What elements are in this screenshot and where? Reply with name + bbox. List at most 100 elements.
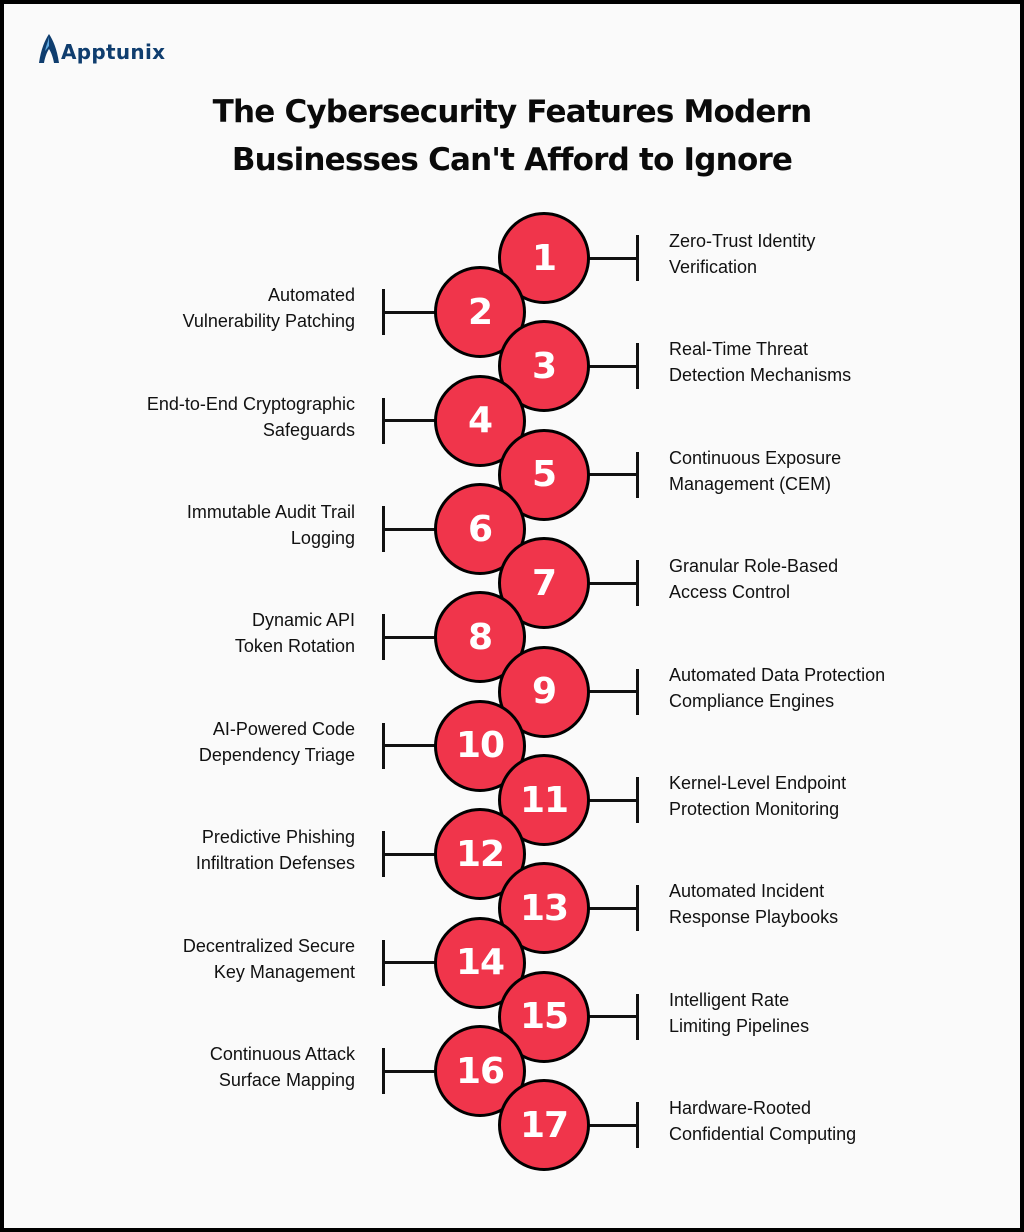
feature-label-line-2: Detection Mechanisms (669, 365, 852, 386)
feature-label-line-1: End-to-End Cryptographic (146, 393, 355, 414)
connector-tick (382, 722, 385, 769)
feature-number: 13 (519, 887, 569, 929)
feature-number: 7 (531, 562, 557, 604)
feature-label-line-1: Immutable Audit Trail (186, 502, 355, 522)
feature-label-line-2: Compliance Engines (669, 690, 835, 711)
feature-number-badge: 7 (498, 537, 590, 630)
feature-label-line-2: Token Rotation (234, 636, 355, 657)
connector-line (384, 1069, 437, 1073)
feature-label-line-2: Response Playbooks (669, 907, 839, 928)
connector-tick (636, 235, 639, 281)
feature-number: 8 (467, 616, 493, 658)
connector-tick (382, 1048, 385, 1094)
feature-number: 17 (519, 1104, 569, 1146)
connector-line (384, 961, 437, 965)
feature-number-badge: 16 (434, 1025, 526, 1117)
feature-number-badge: 10 (434, 699, 526, 792)
connector-tick (636, 885, 639, 932)
connector-line (587, 798, 636, 802)
feature-number: 3 (531, 345, 557, 387)
connector-line (384, 419, 437, 423)
feature-number: 5 (531, 454, 557, 496)
feature-label-line-1: Predictive Phishing (201, 827, 355, 848)
feature-label: Intelligent Rate Limiting Pipelines (669, 987, 809, 1039)
feature-number: 6 (467, 508, 493, 550)
feature-label-line-1: Automated (267, 285, 355, 306)
feature-number: 1 (531, 237, 557, 279)
brand-name: Apptunix (61, 40, 166, 64)
connector-line (384, 310, 437, 314)
feature-label: Immutable Audit Trail Logging (187, 499, 355, 551)
connector-tick (636, 777, 639, 823)
feature-number: 4 (467, 400, 493, 442)
feature-label: End-to-End Cryptographic Safeguards (147, 391, 355, 443)
feature-label-line-2: Management (CEM) (669, 473, 832, 494)
connector-line (384, 744, 437, 748)
feature-label-line-1: Zero-Trust Identity (669, 231, 816, 251)
feature-label-line-1: Automated Data Protection (669, 664, 886, 685)
feature-number: 9 (531, 671, 557, 713)
connector-line (587, 364, 636, 368)
feature-label-line-2: Surface Mapping (218, 1070, 355, 1090)
apptunix-logo-icon (39, 34, 59, 63)
feature-label-line-1: AI-Powered Code (212, 718, 355, 739)
connector-tick (382, 831, 385, 878)
feature-label: Automated Incident Response Playbooks (669, 878, 838, 930)
connector-tick (382, 397, 385, 444)
feature-label-line-2: Limiting Pipelines (669, 1015, 810, 1036)
connector-tick (636, 993, 639, 1040)
connector-tick (636, 560, 639, 607)
feature-label-line-2: Infiltration Defenses (195, 853, 355, 874)
connector-tick (636, 668, 639, 715)
feature-label: Zero-Trust Identity Verification (669, 228, 815, 280)
connector-tick (636, 451, 639, 498)
page-title: The Cybersecurity Features Modern Busine… (4, 88, 1020, 184)
feature-label: AI-Powered Code Dependency Triage (199, 716, 355, 768)
feature-label: Predictive Phishing Infiltration Defenses (196, 824, 355, 876)
feature-label-line-2: Verification (669, 257, 758, 277)
feature-label-line-2: Key Management (213, 961, 355, 982)
feature-label: Hardware-Rooted Confidential Computing (669, 1095, 856, 1147)
feature-label-line-1: Continuous Attack (209, 1044, 355, 1064)
connector-tick (636, 343, 639, 390)
connector-tick (382, 614, 385, 661)
feature-label-line-1: Hardware-Rooted (669, 1098, 812, 1119)
title-line-2: Businesses Can't Afford to Ignore (231, 142, 793, 178)
feature-number-badge: 1 (498, 212, 590, 304)
feature-label: Continuous Exposure Management (CEM) (669, 445, 841, 497)
feature-label: Automated Vulnerability Patching (183, 282, 355, 334)
feature-label-line-1: Dynamic API (251, 610, 355, 631)
connector-line (587, 581, 636, 585)
feature-label-line-2: Confidential Computing (669, 1124, 857, 1145)
feature-label: Continuous Attack Surface Mapping (210, 1041, 355, 1093)
feature-number-badge: 17 (498, 1079, 590, 1172)
title-line-1: The Cybersecurity Features Modern (212, 94, 813, 130)
feature-label: Real-Time Threat Detection Mechanisms (669, 336, 851, 388)
connector-tick (382, 939, 385, 986)
feature-number: 15 (519, 996, 569, 1038)
connector-tick (382, 506, 385, 552)
connector-tick (636, 1102, 639, 1149)
feature-label: Granular Role-Based Access Control (669, 553, 838, 605)
feature-label-line-1: Kernel-Level Endpoint (669, 773, 847, 793)
feature-number: 2 (467, 291, 493, 333)
connector-line (587, 690, 636, 694)
connector-line (587, 256, 636, 260)
connector-line (587, 1015, 636, 1019)
feature-label-line-1: Real-Time Threat (669, 339, 809, 360)
connector-line (384, 635, 437, 639)
connector-line (587, 473, 636, 477)
brand-logo[interactable]: Apptunix (38, 32, 165, 66)
connector-tick (382, 289, 385, 336)
feature-label-line-2: Vulnerability Patching (182, 311, 355, 332)
feature-label: Dynamic API Token Rotation (235, 607, 355, 659)
feature-number: 16 (455, 1050, 505, 1092)
feature-label-line-1: Intelligent Rate (669, 989, 790, 1010)
feature-label-line-2: Access Control (669, 582, 791, 603)
connector-line (384, 852, 437, 856)
feature-label-line-1: Decentralized Secure (182, 935, 355, 956)
feature-label-line-2: Safeguards (262, 419, 355, 440)
feature-label-line-1: Continuous Exposure (669, 447, 842, 468)
feature-number: 10 (455, 725, 505, 767)
